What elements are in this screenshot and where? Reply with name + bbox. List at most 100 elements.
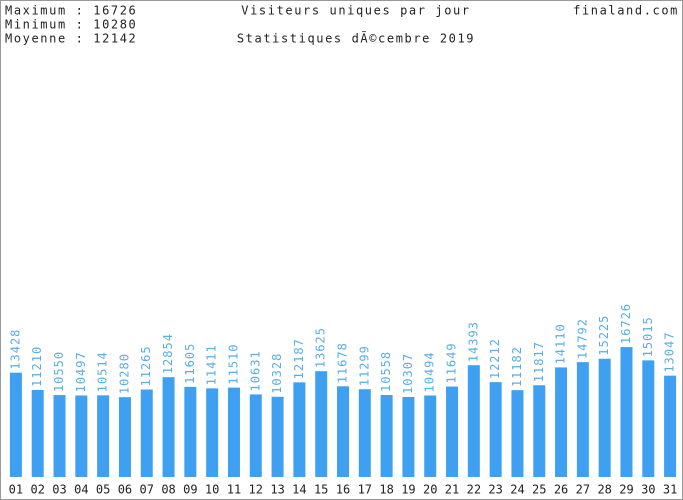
bar xyxy=(467,365,480,477)
value-label: 10494 xyxy=(423,351,437,392)
bar xyxy=(446,386,459,477)
value-label: 10631 xyxy=(248,350,262,391)
value-label: 12187 xyxy=(292,338,306,379)
value-label: 11182 xyxy=(510,346,524,387)
value-label: 10514 xyxy=(96,351,110,392)
bar xyxy=(162,377,175,477)
bar xyxy=(424,395,437,477)
site-name: finaland.com xyxy=(573,4,679,18)
bar xyxy=(576,362,589,477)
x-tick-label: 15 xyxy=(314,483,328,497)
x-tick-label: 18 xyxy=(379,483,393,497)
value-label: 11817 xyxy=(532,341,546,382)
bar xyxy=(227,387,240,477)
bar xyxy=(380,394,393,477)
bar xyxy=(315,371,328,477)
value-label: 10550 xyxy=(52,351,66,392)
x-tick-label: 27 xyxy=(576,483,590,497)
bar xyxy=(249,394,262,477)
value-label: 11210 xyxy=(30,346,44,387)
chart-title: Visiteurs uniques par jour xyxy=(241,4,470,18)
value-label: 10497 xyxy=(74,351,88,392)
bar xyxy=(293,382,306,477)
bar xyxy=(489,382,502,477)
value-label: 11411 xyxy=(205,344,219,385)
bar xyxy=(402,396,415,477)
bar xyxy=(271,396,284,477)
bar xyxy=(140,389,153,477)
x-tick-label: 12 xyxy=(249,483,263,497)
value-label: 13625 xyxy=(314,327,328,368)
x-tick-label: 07 xyxy=(140,483,154,497)
bar xyxy=(337,386,349,477)
x-tick-label: 05 xyxy=(96,483,110,497)
bar xyxy=(555,367,568,477)
stat-avg: Moyenne : 12142 xyxy=(5,32,137,46)
value-label: 14110 xyxy=(554,323,568,364)
x-tick-label: 06 xyxy=(118,483,132,497)
value-label: 11299 xyxy=(357,345,371,386)
bar xyxy=(358,389,371,477)
bar xyxy=(184,386,197,477)
value-label: 13428 xyxy=(8,329,22,370)
value-label: 16726 xyxy=(619,303,633,344)
x-tick-label: 28 xyxy=(597,483,611,497)
value-label: 11605 xyxy=(183,343,197,384)
bar xyxy=(511,390,524,477)
x-tick-label: 14 xyxy=(292,483,306,497)
stat-min: Minimum : 10280 xyxy=(5,18,137,32)
x-tick-label: 23 xyxy=(488,483,502,497)
x-tick-label: 20 xyxy=(423,483,437,497)
x-tick-label: 24 xyxy=(510,483,524,497)
chart-subtitle: Statistiques dÃ©cembre 2019 xyxy=(237,31,475,46)
value-label: 12854 xyxy=(161,333,175,374)
x-tick-label: 25 xyxy=(532,483,546,497)
value-label: 11510 xyxy=(226,343,240,384)
x-tick-label: 30 xyxy=(641,483,655,497)
x-tick-label: 19 xyxy=(401,483,415,497)
value-label: 11678 xyxy=(336,342,350,383)
x-tick-label: 31 xyxy=(663,483,677,497)
x-tick-label: 13 xyxy=(270,483,284,497)
value-label: 10307 xyxy=(401,353,415,394)
value-label: 10328 xyxy=(270,353,284,394)
value-label: 15225 xyxy=(597,315,611,356)
x-tick-label: 01 xyxy=(9,483,23,497)
bar xyxy=(206,388,219,477)
value-label: 14792 xyxy=(575,318,589,359)
bar xyxy=(642,360,655,477)
x-tick-label: 16 xyxy=(336,483,350,497)
x-tick-label: 11 xyxy=(227,483,241,497)
x-tick-label: 26 xyxy=(554,483,568,497)
bar xyxy=(620,347,633,477)
bar xyxy=(118,397,131,477)
x-tick-label: 08 xyxy=(161,483,175,497)
x-tick-label: 21 xyxy=(445,483,459,497)
x-tick-label: 09 xyxy=(183,483,197,497)
bar xyxy=(9,372,22,477)
value-label: 11265 xyxy=(139,345,153,386)
bar xyxy=(75,395,88,477)
value-label: 11649 xyxy=(445,342,459,383)
x-tick-label: 02 xyxy=(30,483,44,497)
x-tick-label: 03 xyxy=(52,483,66,497)
x-tick-label: 10 xyxy=(205,483,219,497)
bar xyxy=(53,395,66,477)
value-label: 10280 xyxy=(117,353,131,394)
x-tick-label: 04 xyxy=(74,483,88,497)
stat-max: Maximum : 16726 xyxy=(5,4,137,18)
bar xyxy=(533,385,546,477)
x-tick-label: 29 xyxy=(619,483,633,497)
x-tick-label: 22 xyxy=(467,483,481,497)
value-label: 10558 xyxy=(379,351,393,392)
bar xyxy=(31,389,44,477)
value-label: 15015 xyxy=(641,316,655,357)
bar xyxy=(664,375,677,477)
bar xyxy=(97,395,110,477)
value-label: 13047 xyxy=(663,332,677,373)
bar xyxy=(598,358,611,477)
value-label: 14393 xyxy=(466,321,480,362)
value-label: 12212 xyxy=(488,338,502,379)
x-tick-label: 17 xyxy=(358,483,372,497)
